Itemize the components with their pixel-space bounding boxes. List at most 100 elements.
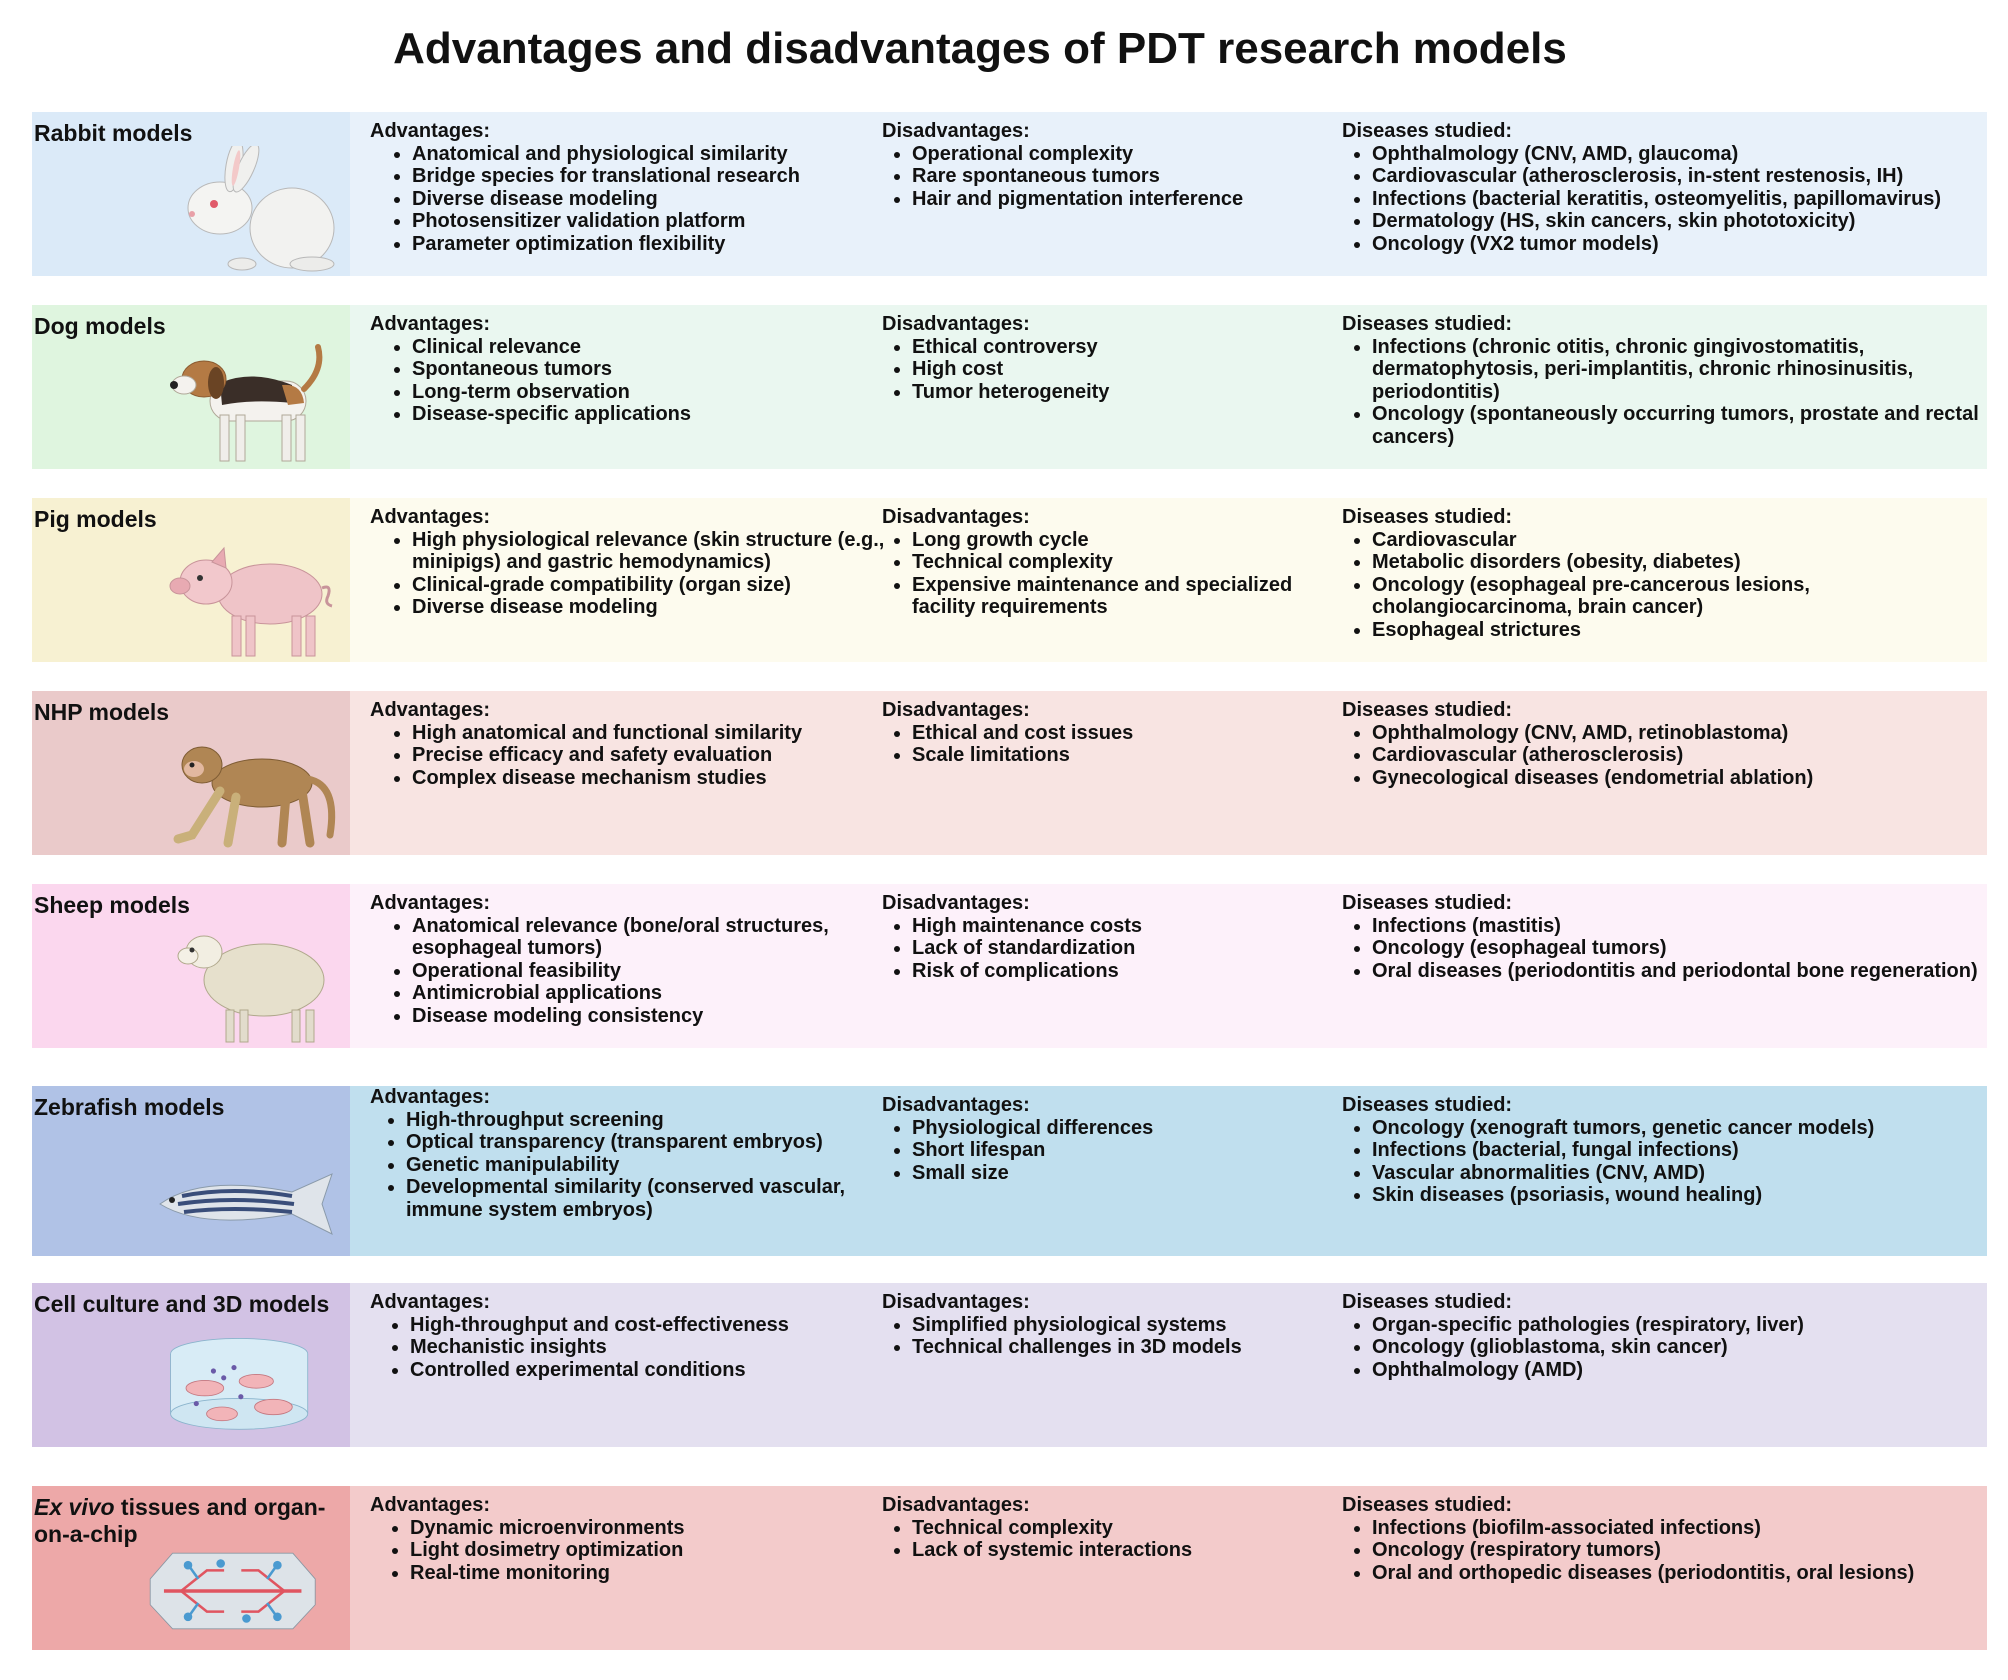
- diseases-column: Diseases studied: Oncology (xenograft tu…: [1342, 1094, 1982, 1207]
- advantages-column: Advantages: High physiological relevance…: [370, 506, 910, 619]
- advantages-column: Advantages: High-throughput screening Op…: [370, 1086, 910, 1221]
- model-name: Zebrafish models: [34, 1094, 225, 1120]
- list-item: Anatomical relevance (bone/oral structur…: [412, 915, 910, 960]
- list-item: Photosensitizer validation platform: [412, 210, 910, 233]
- details-cell: [350, 691, 1987, 855]
- list-item: High-throughput and cost-effectiveness: [410, 1314, 910, 1337]
- list-item: Expensive maintenance and specialized fa…: [912, 574, 1342, 619]
- diseases-list: Infections (biofilm-associated infection…: [1342, 1517, 1982, 1585]
- disadvantages-heading: Disadvantages:: [882, 120, 1030, 142]
- disadvantages-heading: Disadvantages:: [882, 313, 1030, 335]
- list-item: Infections (biofilm-associated infection…: [1372, 1517, 1982, 1540]
- organ-on-chip-icon: [149, 1552, 316, 1630]
- disadvantages-list: Simplified physiological systems Technic…: [882, 1314, 1342, 1359]
- cell-culture-dish-icon: [170, 1338, 309, 1430]
- diseases-list: Ophthalmology (CNV, AMD, glaucoma) Cardi…: [1342, 143, 1982, 256]
- disadvantages-column: Disadvantages: High maintenance costs La…: [882, 892, 1342, 982]
- diseases-column: Diseases studied: Infections (chronic ot…: [1342, 313, 1982, 448]
- model-row-dog: Dog models Advantages: Clinical relevanc…: [32, 305, 1987, 469]
- list-item: Developmental similarity (conserved vasc…: [406, 1176, 910, 1221]
- list-item: Oncology (respiratory tumors): [1372, 1539, 1982, 1562]
- list-item: Long growth cycle: [912, 529, 1342, 552]
- disadvantages-list: Ethical controversy High cost Tumor hete…: [882, 336, 1342, 404]
- list-item: Operational complexity: [912, 143, 1342, 166]
- diseases-heading: Diseases studied:: [1342, 892, 1513, 914]
- disadvantages-column: Disadvantages: Physiological differences…: [882, 1094, 1342, 1184]
- model-row-pig: Pig models Advantages: High physiologica…: [32, 498, 1987, 662]
- advantages-list: High-throughput and cost-effectiveness M…: [370, 1314, 910, 1382]
- disadvantages-heading: Disadvantages:: [882, 1094, 1030, 1116]
- disadvantages-column: Disadvantages: Ethical controversy High …: [882, 313, 1342, 403]
- details-cell: [350, 498, 1987, 662]
- advantages-heading: Advantages:: [370, 1291, 491, 1313]
- list-item: Lack of standardization: [912, 937, 1342, 960]
- diseases-heading: Diseases studied:: [1342, 1094, 1513, 1116]
- list-item: Mechanistic insights: [410, 1336, 910, 1359]
- diseases-list: Cardiovascular Metabolic disorders (obes…: [1342, 529, 1982, 642]
- list-item: Disease-specific applications: [412, 403, 910, 426]
- list-item: Infections (bacterial keratitis, osteomy…: [1372, 188, 1982, 211]
- list-item: High physiological relevance (skin struc…: [412, 529, 910, 574]
- list-item: Technical complexity: [912, 1517, 1342, 1540]
- model-name: Dog models: [34, 313, 166, 339]
- list-item: Spontaneous tumors: [412, 358, 910, 381]
- diseases-column: Diseases studied: Organ-specific patholo…: [1342, 1291, 1982, 1381]
- model-name: NHP models: [34, 699, 170, 725]
- disadvantages-heading: Disadvantages:: [882, 892, 1030, 914]
- list-item: Clinical-grade compatibility (organ size…: [412, 574, 910, 597]
- list-item: Optical transparency (transparent embryo…: [406, 1131, 910, 1154]
- model-name: Ex vivo tissues and organ-on-a-chip: [34, 1494, 354, 1548]
- list-item: Disease modeling consistency: [412, 1005, 910, 1028]
- list-item: Ophthalmology (CNV, AMD, retinoblastoma): [1372, 722, 1982, 745]
- disadvantages-list: High maintenance costs Lack of standardi…: [882, 915, 1342, 983]
- list-item: Vascular abnormalities (CNV, AMD): [1372, 1162, 1982, 1185]
- disadvantages-list: Long growth cycle Technical complexity E…: [882, 529, 1342, 619]
- advantages-heading: Advantages:: [370, 699, 491, 721]
- list-item: Technical challenges in 3D models: [912, 1336, 1342, 1359]
- advantages-column: Advantages: Clinical relevance Spontaneo…: [370, 313, 910, 426]
- diseases-list: Oncology (xenograft tumors, genetic canc…: [1342, 1117, 1982, 1207]
- list-item: Cardiovascular: [1372, 529, 1982, 552]
- list-item: Infections (mastitis): [1372, 915, 1982, 938]
- advantages-list: High anatomical and functional similarit…: [370, 722, 910, 790]
- model-row-sheep: Sheep models Advantages: Anatomical rele…: [32, 884, 1987, 1048]
- model-row-rabbit: Rabbit models Advantages: Anatomical and…: [32, 112, 1987, 276]
- details-cell: [350, 1283, 1987, 1447]
- advantages-column: Advantages: High-throughput and cost-eff…: [370, 1291, 910, 1381]
- disadvantages-column: Disadvantages: Ethical and cost issues S…: [882, 699, 1342, 767]
- list-item: Diverse disease modeling: [412, 596, 910, 619]
- model-row-cell-culture: Cell culture and 3D models Advantages: H…: [32, 1283, 1987, 1447]
- diseases-list: Organ-specific pathologies (respiratory,…: [1342, 1314, 1982, 1382]
- list-item: Infections (chronic otitis, chronic ging…: [1372, 336, 1982, 404]
- model-row-zebrafish: Zebrafish models Advantages: High-throug…: [32, 1086, 1987, 1256]
- list-item: High-throughput screening: [406, 1109, 910, 1132]
- disadvantages-list: Physiological differences Short lifespan…: [882, 1117, 1342, 1185]
- model-name-rest: tissues and organ-on-a-chip: [34, 1494, 326, 1547]
- list-item: Small size: [912, 1162, 1342, 1185]
- list-item: Oncology (VX2 tumor models): [1372, 233, 1982, 256]
- disadvantages-heading: Disadvantages:: [882, 1291, 1030, 1313]
- dog-icon: [170, 344, 323, 462]
- advantages-heading: Advantages:: [370, 1494, 491, 1516]
- disadvantages-column: Disadvantages: Technical complexity Lack…: [882, 1494, 1342, 1562]
- model-name: Sheep models: [34, 892, 190, 918]
- list-item: Controlled experimental conditions: [410, 1359, 910, 1382]
- list-item: Operational feasibility: [412, 960, 910, 983]
- list-item: High anatomical and functional similarit…: [412, 722, 910, 745]
- list-item: Organ-specific pathologies (respiratory,…: [1372, 1314, 1982, 1337]
- list-item: Hair and pigmentation interference: [912, 188, 1342, 211]
- list-item: Anatomical and physiological similarity: [412, 143, 910, 166]
- diseases-heading: Diseases studied:: [1342, 506, 1513, 528]
- disadvantages-heading: Disadvantages:: [882, 506, 1030, 528]
- disadvantages-heading: Disadvantages:: [882, 1494, 1030, 1516]
- details-cell: [350, 884, 1987, 1048]
- list-item: Ophthalmology (CNV, AMD, glaucoma): [1372, 143, 1982, 166]
- list-item: Complex disease mechanism studies: [412, 767, 910, 790]
- details-cell: [350, 112, 1987, 276]
- model-name-italic: Ex vivo: [34, 1494, 115, 1520]
- list-item: Risk of complications: [912, 960, 1342, 983]
- list-item: Ethical controversy: [912, 336, 1342, 359]
- list-item: High cost: [912, 358, 1342, 381]
- list-item: Short lifespan: [912, 1139, 1342, 1162]
- advantages-list: Clinical relevance Spontaneous tumors Lo…: [370, 336, 910, 426]
